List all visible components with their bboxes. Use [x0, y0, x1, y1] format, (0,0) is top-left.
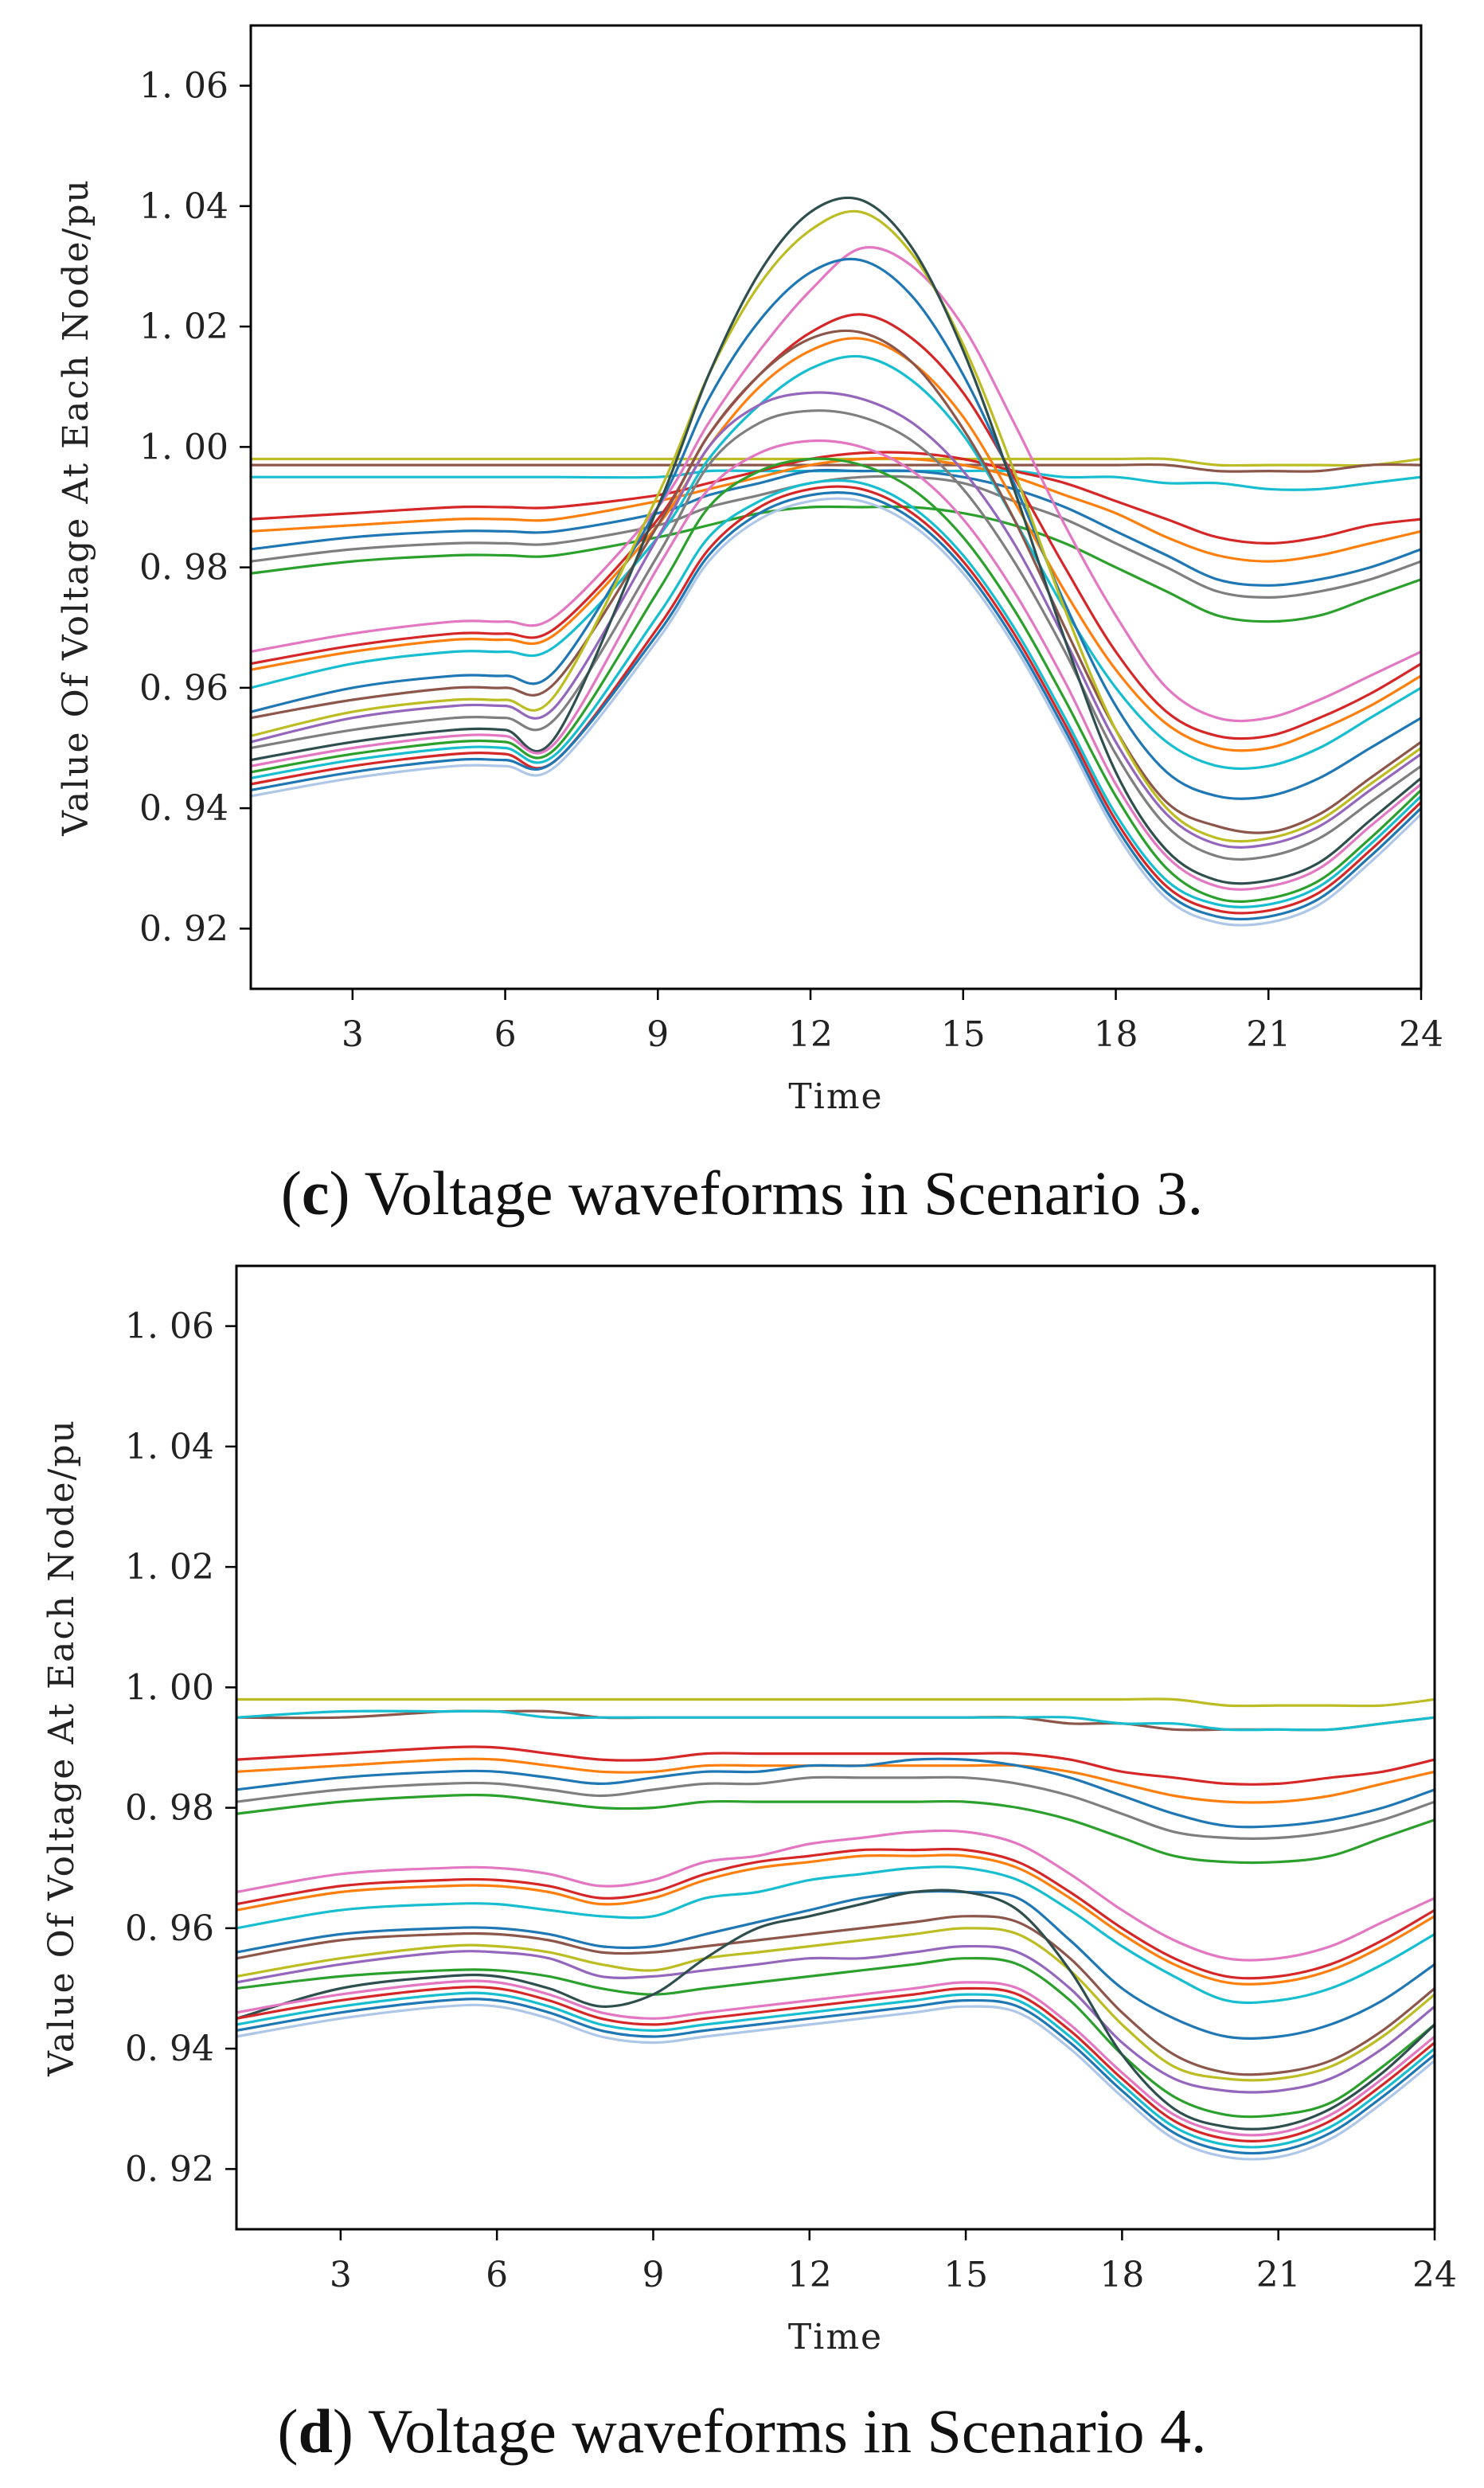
- panel-c-y-tick-label: 0. 98: [139, 548, 228, 588]
- panel-c-y-tick-label: 1. 04: [139, 186, 228, 227]
- panel-c-x-tick-label: 24: [1399, 1014, 1443, 1055]
- panel-d-series-line-node-23: [236, 2003, 1435, 2161]
- panel-c-series-line-node-20: [251, 457, 1421, 904]
- panel-d-series-line-node-21: [236, 1991, 1435, 2149]
- panel-d-series-line-node-14: [236, 1915, 1435, 2076]
- panel-d-series-line-node-1: [236, 1697, 1435, 1708]
- panel-d-y-tick-label: 0. 92: [125, 2149, 214, 2189]
- panel-d-y-tick-label: 1. 02: [125, 1547, 214, 1588]
- panel-d-series-group: [236, 1697, 1435, 2161]
- panel-c-series-line-node-2: [251, 463, 1421, 473]
- panel-c: 3 6 9 12 15 18 21 24 0. 92 0. 94 0. 96 0. 98 1. 00 1…: [56, 24, 1443, 1228]
- panel-d-series-line-node-4: [236, 1745, 1435, 1786]
- panel-c-x-tick-label: 3: [342, 1014, 364, 1055]
- panel-c-y-tick-label: 0. 96: [139, 668, 228, 709]
- panel-d-series-line-node-8: [236, 1793, 1435, 1865]
- panel-d-series-line-node-7: [236, 1775, 1435, 1840]
- panel-d-series-line-node-2: [236, 1709, 1435, 1732]
- panel-d-series-line-node-22: [236, 1998, 1435, 2155]
- panel-d-y-tick-label: 0. 94: [125, 2029, 214, 2069]
- panel-d-series-line-node-3: [236, 1709, 1435, 1732]
- panel-d-series-line-node-9: [236, 1829, 1435, 1962]
- panel-d-y-axis: 0. 92 0. 94 0. 96 0. 98 1. 00 1. 02 1. 04 1. 06: [125, 1306, 236, 2189]
- panel-c-series-line-node-21: [251, 478, 1421, 909]
- panel-c-caption-text: Voltage waveforms in Scenario 3.: [365, 1158, 1203, 1228]
- panel-d-series-line-node-18: [236, 1888, 1435, 2131]
- panel-d-series-line-node-11: [236, 1853, 1435, 1986]
- panel-d-series-line-node-19: [236, 1979, 1435, 2137]
- panel-c-y-tick-label: 1. 06: [139, 66, 228, 107]
- panel-c-series-line-node-19: [251, 439, 1421, 891]
- panel-c-y-tick-label: 0. 94: [139, 788, 228, 829]
- panel-d: 3 6 9 12 15 18 21 24 0. 92 0. 94 0. 96 0. 98 1. 00 1…: [41, 1264, 1457, 2466]
- panel-d-x-axis: 3 6 9 12 15 18 21 24: [330, 2229, 1457, 2295]
- panel-d-y-tick-label: 1. 04: [125, 1427, 214, 1467]
- panel-c-series-line-node-23: [251, 490, 1421, 921]
- panel-d-y-tick-label: 1. 06: [125, 1306, 214, 1347]
- panel-d-series-line-node-12: [236, 1865, 1435, 2005]
- panel-d-y-tick-label: 1. 00: [125, 1667, 214, 1708]
- panel-c-series-line-node-24: [251, 497, 1421, 927]
- panel-d-series-line-node-17: [236, 1957, 1435, 2119]
- panel-c-series-group: [251, 196, 1421, 927]
- panel-d-x-tick-label: 9: [642, 2255, 664, 2295]
- panel-d-caption-text: Voltage waveforms in Scenario 4.: [368, 2396, 1206, 2466]
- panel-c-series-line-node-6: [251, 468, 1421, 587]
- panel-c-caption-letter: c: [302, 1158, 330, 1228]
- panel-c-plot-frame: [249, 24, 1423, 990]
- panel-d-series-line-node-10: [236, 1847, 1435, 1980]
- panel-d-plot-frame: [235, 1264, 1436, 2231]
- panel-c-series-line-node-17: [251, 409, 1421, 861]
- panel-d-x-tick-label: 3: [330, 2255, 352, 2295]
- panel-c-x-tick-label: 21: [1246, 1014, 1291, 1055]
- panel-c-series-line-node-22: [251, 485, 1421, 915]
- panel-c-x-axis-label: Time: [788, 1076, 883, 1117]
- panel-c-y-tick-label: 1. 02: [139, 307, 228, 347]
- panel-c-series-line-node-9: [251, 246, 1421, 723]
- panel-d-x-tick-label: 21: [1256, 2255, 1301, 2295]
- panel-d-caption: (d) Voltage waveforms in Scenario 4.: [278, 2396, 1207, 2466]
- panel-c-y-axis-label: Value Of Voltage At Each Node/pu: [56, 178, 96, 837]
- panel-d-series-line-node-16: [236, 1944, 1435, 2094]
- panel-c-series-line-node-15: [251, 209, 1421, 843]
- panel-c-series-line-node-16: [251, 391, 1421, 849]
- panel-d-x-tick-label: 15: [943, 2255, 988, 2295]
- panel-d-x-tick-label: 18: [1099, 2255, 1144, 2295]
- panel-c-series-line-node-5: [251, 456, 1421, 563]
- panel-d-x-tick-label: 6: [486, 2255, 508, 2295]
- panel-c-series-line-node-14: [251, 329, 1421, 834]
- panel-c-series-line-node-4: [251, 451, 1421, 545]
- panel-c-series-line-node-12: [251, 354, 1421, 771]
- panel-d-series-line-node-20: [236, 1986, 1435, 2142]
- panel-c-series-line-node-10: [251, 313, 1421, 740]
- panel-d-x-axis-label: Time: [788, 2317, 883, 2357]
- panel-d-x-tick-label: 24: [1412, 2255, 1457, 2295]
- panel-d-series-line-node-6: [236, 1757, 1435, 1829]
- panel-d-y-axis-label: Value Of Voltage At Each Node/pu: [41, 1419, 82, 2077]
- panel-c-x-axis: 3 6 9 12 15 18 21 24: [342, 989, 1443, 1055]
- panel-c-y-tick-label: 1. 00: [139, 427, 228, 467]
- panel-c-series-line-node-13: [251, 257, 1421, 800]
- panel-c-y-axis: 0. 92 0. 94 0. 96 0. 98 1. 00 1. 02 1. 04 1. 06: [139, 66, 251, 949]
- panel-d-x-tick-label: 12: [787, 2255, 832, 2295]
- panel-c-x-tick-label: 9: [646, 1014, 669, 1055]
- panel-c-series-line-node-8: [251, 505, 1421, 623]
- panel-c-x-tick-label: 15: [941, 1014, 986, 1055]
- panel-c-series-line-node-7: [251, 475, 1421, 599]
- panel-c-caption: (c) Voltage waveforms in Scenario 3.: [281, 1158, 1203, 1228]
- panel-d-y-tick-label: 0. 96: [125, 1908, 214, 1949]
- panel-c-x-tick-label: 12: [788, 1014, 833, 1055]
- panel-c-series-line-node-18: [251, 196, 1421, 885]
- panel-d-series-line-node-13: [236, 1889, 1435, 2040]
- panel-d-series-line-node-15: [236, 1927, 1435, 2082]
- panel-c-x-tick-label: 18: [1094, 1014, 1138, 1055]
- panel-d-caption-letter: d: [299, 2396, 333, 2466]
- panel-d-y-tick-label: 0. 98: [125, 1788, 214, 1829]
- panel-c-x-tick-label: 6: [494, 1014, 517, 1055]
- panel-c-y-tick-label: 0. 92: [139, 908, 228, 949]
